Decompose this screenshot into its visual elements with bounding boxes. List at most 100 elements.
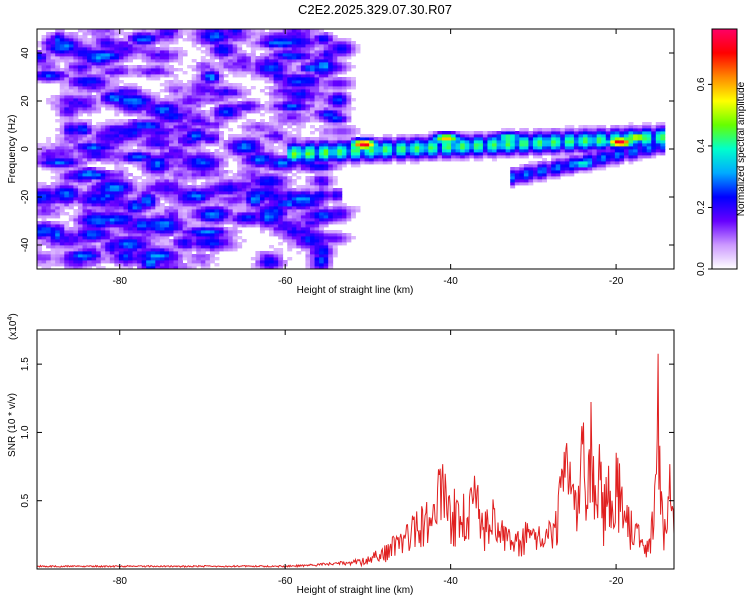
heatmap-cell: [237, 116, 242, 119]
heatmap-cell: [146, 98, 151, 101]
heatmap-cell: [319, 200, 324, 203]
heatmap-cell: [178, 89, 183, 92]
heatmap-cell: [228, 227, 233, 230]
heatmap-cell: [233, 152, 238, 155]
heatmap-cell: [60, 77, 65, 80]
heatmap-cell: [246, 158, 251, 161]
heatmap-cell: [46, 137, 51, 140]
heatmap-cell: [55, 104, 60, 107]
heatmap-cell: [301, 122, 306, 125]
heatmap-cell: [283, 143, 288, 146]
heatmap-cell: [396, 161, 401, 164]
heatmap-cell: [301, 185, 306, 188]
heatmap-cell: [255, 110, 260, 113]
heatmap-cell: [183, 128, 188, 131]
heatmap-cell: [301, 209, 306, 212]
heatmap-cell: [305, 95, 310, 98]
heatmap-cell: [60, 227, 65, 230]
heatmap-cell: [519, 140, 524, 143]
heatmap-cell: [183, 98, 188, 101]
heatmap-cell: [433, 134, 438, 137]
heatmap-cell: [201, 200, 206, 203]
heatmap-cell: [83, 131, 88, 134]
heatmap-cell: [205, 254, 210, 257]
heatmap-cell: [287, 185, 292, 188]
heatmap-cell: [123, 197, 128, 200]
heatmap-cell: [324, 245, 329, 248]
heatmap-cell: [64, 167, 69, 170]
heatmap-cell: [83, 146, 88, 149]
heatmap-cell: [242, 149, 247, 152]
heatmap-cell: [260, 251, 265, 254]
heatmap-cell: [237, 176, 242, 179]
heatmap-cell: [105, 158, 110, 161]
heatmap-cell: [592, 161, 597, 164]
heatmap-cell: [201, 134, 206, 137]
heatmap-cell: [73, 194, 78, 197]
heatmap-cell: [519, 137, 524, 140]
heatmap-cell: [92, 251, 97, 254]
heatmap-cell: [337, 77, 342, 80]
heatmap-cell: [60, 170, 65, 173]
heatmap-cell: [110, 197, 115, 200]
heatmap-cell: [187, 242, 192, 245]
heatmap-cell: [201, 191, 206, 194]
heatmap-cell: [169, 65, 174, 68]
heatmap-cell: [42, 209, 47, 212]
heatmap-cell: [442, 143, 447, 146]
heatmap-cell: [255, 77, 260, 80]
heatmap-cell: [328, 179, 333, 182]
heatmap-cell: [346, 119, 351, 122]
heatmap-cell: [214, 257, 219, 260]
heatmap-cell: [119, 173, 124, 176]
heatmap-cell: [114, 131, 119, 134]
heatmap-cell: [214, 86, 219, 89]
heatmap-cell: [146, 227, 151, 230]
heatmap-cell: [142, 257, 147, 260]
heatmap-cell: [151, 251, 156, 254]
heatmap-cell: [219, 110, 224, 113]
heatmap-cell: [283, 146, 288, 149]
heatmap-cell: [78, 158, 83, 161]
heatmap-cell: [110, 215, 115, 218]
heatmap-cell: [519, 170, 524, 173]
heatmap-cell: [51, 248, 56, 251]
heatmap-cell: [146, 164, 151, 167]
heatmap-cell: [133, 65, 138, 68]
heatmap-cell: [251, 155, 256, 158]
heatmap-cell: [60, 71, 65, 74]
heatmap-cell: [160, 239, 165, 242]
heatmap-cell: [146, 248, 151, 251]
heatmap-cell: [205, 89, 210, 92]
heatmap-cell: [337, 188, 342, 191]
heatmap-cell: [324, 257, 329, 260]
heatmap-cell: [560, 137, 565, 140]
heatmap-cell: [219, 212, 224, 215]
heatmap-cell: [101, 170, 106, 173]
heatmap-cell: [205, 134, 210, 137]
heatmap-cell: [333, 86, 338, 89]
heatmap-cell: [533, 134, 538, 137]
heatmap-cell: [255, 254, 260, 257]
heatmap-cell: [538, 134, 543, 137]
heatmap-cell: [251, 101, 256, 104]
heatmap-cell: [269, 227, 274, 230]
heatmap-cell: [451, 149, 456, 152]
heatmap-cell: [37, 80, 42, 83]
heatmap-cell: [274, 188, 279, 191]
heatmap-cell: [187, 104, 192, 107]
heatmap-cell: [146, 119, 151, 122]
heatmap-cell: [201, 101, 206, 104]
heatmap-cell: [60, 254, 65, 257]
heatmap-cell: [192, 101, 197, 104]
heatmap-cell: [196, 251, 201, 254]
heatmap-cell: [228, 200, 233, 203]
heatmap-cell: [105, 215, 110, 218]
heatmap-cell: [105, 221, 110, 224]
heatmap-cell: [60, 155, 65, 158]
heatmap-cell: [83, 230, 88, 233]
heatmap-cell: [569, 170, 574, 173]
heatmap-cell: [315, 185, 320, 188]
heatmap-cell: [283, 182, 288, 185]
heatmap-cell: [255, 167, 260, 170]
